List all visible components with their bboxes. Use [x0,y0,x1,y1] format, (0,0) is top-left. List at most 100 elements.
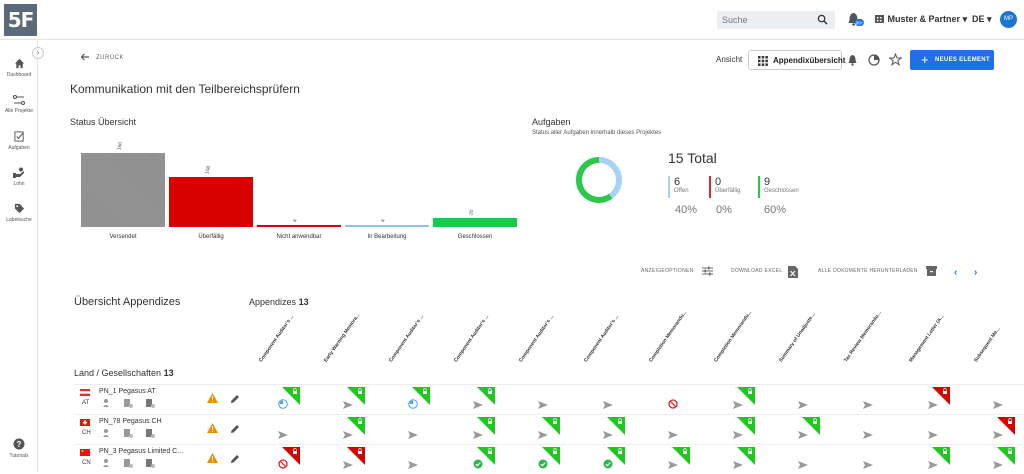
appendix-column-header[interactable]: Completion Memorandu... [648,309,689,364]
appendix-column-header[interactable]: Tax Review Memorandu... [843,310,883,364]
appendix-status-cell[interactable] [278,417,300,439]
status-flag-icon [997,417,1015,435]
appendix-overview-button[interactable]: Appendixübersicht [748,50,845,70]
sidebar-item-dashboard[interactable]: Dashboard [0,58,38,78]
table-row[interactable]: CN PN_3 Pegasus Limited C... [74,444,1024,474]
appendix-status-cell[interactable] [343,387,365,409]
appendix-status-cell[interactable] [798,387,820,409]
send-icon [993,456,1003,474]
bar-value-label: 4 [380,218,387,223]
appendix-status-cell[interactable] [473,447,495,469]
appendix-column-header[interactable]: Management Letter (A... [908,313,946,364]
edit-icon[interactable] [230,424,240,434]
display-options-button[interactable]: ANZEIGEOPTIONEN [641,268,694,274]
appendix-status-cell[interactable] [538,447,560,469]
app-logo[interactable]: 5F [4,4,37,36]
appendix-column-header[interactable]: Summary of Unadjuste... [778,311,817,364]
appendix-status-cell[interactable] [278,447,300,469]
appendix-status-cell[interactable] [993,447,1015,469]
warning-icon[interactable] [207,423,218,433]
appendix-status-cell[interactable] [733,387,755,409]
edit-icon[interactable] [230,454,240,464]
appendix-status-cell[interactable] [928,447,950,469]
appendix-status-cell[interactable] [343,417,365,439]
status-flag-icon [282,447,300,465]
language-selector[interactable]: DE ▾ [972,14,992,25]
search-icon[interactable] [817,14,828,25]
appendix-column-header[interactable]: Component Auditor's ... [388,313,426,364]
sidebar-item-tutorials[interactable]: ? Tutorials [0,438,38,459]
appendix-status-cell[interactable] [408,417,430,439]
appendix-status-cell[interactable] [798,417,820,439]
appendix-status-cell[interactable] [473,387,495,409]
warning-icon[interactable] [207,393,218,403]
appendix-status-cell[interactable] [993,417,1015,439]
sidebar-item-projects[interactable]: Alle Projekte [0,95,38,114]
clock-icon [408,396,418,414]
company-name[interactable]: PN_1 Pegasus AT [99,388,156,395]
sidebar-item-labelsearch[interactable]: Labelsuche [0,203,38,223]
search-input[interactable]: Suche [717,11,835,29]
appendix-column-header[interactable]: Subsequent Me... [973,326,1002,364]
appendix-status-cell[interactable] [603,447,625,469]
bell-icon[interactable] [847,54,858,66]
org-selector[interactable]: Muster & Partner ▾ [875,14,967,25]
appendix-status-cell[interactable] [538,387,560,409]
appendix-column-header[interactable]: Component Auditor's ... [258,313,296,364]
appendix-status-cell[interactable] [798,447,820,469]
excel-file-icon[interactable] [788,266,798,278]
chevron-right-icon[interactable]: › [974,267,978,278]
appendix-status-cell[interactable] [863,417,885,439]
clock-icon[interactable] [868,54,880,66]
appendix-column-header[interactable]: Component Auditor's ... [518,313,556,364]
table-row[interactable]: CH PN_78 Pegasus CH [74,414,1024,444]
appendix-status-cell[interactable] [863,447,885,469]
appendix-status-cell[interactable] [473,417,495,439]
appendix-status-cell[interactable] [668,447,690,469]
sidebar-item-payroll[interactable]: Lohn [0,167,38,187]
download-all-button[interactable]: ALLE DOKUMENTE HERUNTERLADEN [818,268,918,274]
avatar[interactable]: MP [1000,11,1017,28]
edit-icon[interactable] [230,394,240,404]
table-row[interactable]: AT PN_1 Pegasus AT [74,384,1024,414]
appendix-column-header[interactable]: Completion Memorandu... [713,309,754,364]
stat-count: 0 [715,176,722,188]
appendix-status-cell[interactable] [408,447,430,469]
bar-3[interactable] [345,225,429,227]
appendix-status-cell[interactable] [668,417,690,439]
appendix-status-cell[interactable] [603,387,625,409]
tune-icon[interactable] [702,266,713,276]
appendix-status-cell[interactable] [928,387,950,409]
appendix-column-header[interactable]: Component Auditor's ... [453,313,491,364]
appendix-status-cell[interactable] [733,447,755,469]
star-icon[interactable] [889,53,902,66]
appendix-status-cell[interactable] [733,417,755,439]
appendix-column-header[interactable]: Early Warning Memora... [323,312,362,364]
bar-2[interactable] [257,225,341,227]
bar-4[interactable] [433,217,517,227]
appendix-status-cell[interactable] [603,417,625,439]
company-name[interactable]: PN_78 Pegasus CH [99,418,162,425]
bar-0[interactable] [81,153,165,227]
new-element-button[interactable]: + NEUES ELEMENT [910,50,994,70]
appendix-status-cell[interactable] [538,417,560,439]
payroll-icon [13,167,24,178]
appendix-status-cell[interactable] [278,387,300,409]
warning-icon[interactable] [207,453,218,463]
sidebar-collapse-button[interactable]: › [32,47,44,59]
appendix-column-header[interactable]: Component Auditor's ... [583,313,621,364]
appendix-status-cell[interactable] [993,387,1015,409]
appendix-status-cell[interactable] [863,387,885,409]
bar-1[interactable] [169,177,253,227]
notification-bell-icon[interactable]: 99+ [846,11,864,29]
appendix-status-cell[interactable] [668,387,690,409]
download-excel-button[interactable]: DOWNLOAD EXCEL [731,268,783,274]
archive-icon[interactable] [926,266,937,276]
sidebar-item-tasks[interactable]: Aufgaben [0,131,38,151]
appendix-status-cell[interactable] [928,417,950,439]
chevron-left-icon[interactable]: ‹ [954,267,958,278]
appendix-status-cell[interactable] [408,387,430,409]
check-icon [538,456,548,474]
appendix-status-cell[interactable] [343,447,365,469]
company-name[interactable]: PN_3 Pegasus Limited C... [99,448,184,455]
